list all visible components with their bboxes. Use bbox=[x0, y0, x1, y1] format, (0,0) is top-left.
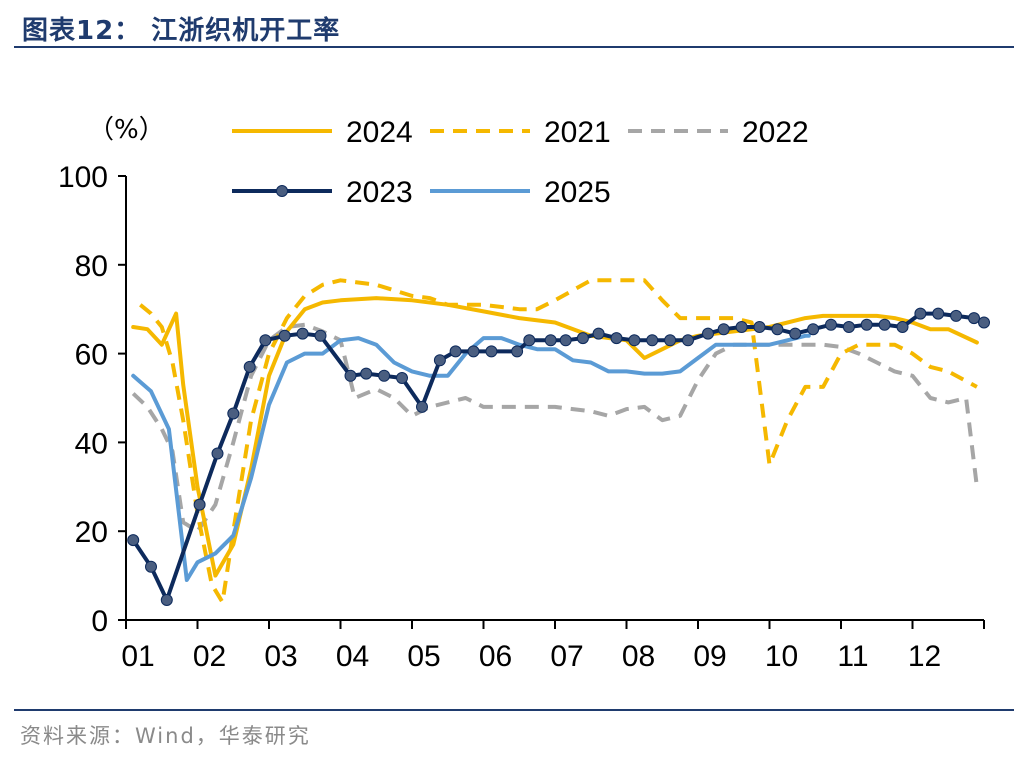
series-point-2023 bbox=[576, 332, 589, 345]
x-tick-label: 07 bbox=[550, 640, 583, 673]
series-point-2023 bbox=[896, 321, 909, 333]
y-tick-label: 40 bbox=[75, 427, 108, 460]
axes bbox=[118, 175, 985, 629]
series-point-2023 bbox=[160, 594, 173, 606]
series-point-2023 bbox=[807, 323, 820, 336]
series-point-2023 bbox=[628, 334, 641, 347]
y-tick-label: 0 bbox=[91, 605, 108, 638]
series-point-2023 bbox=[950, 309, 963, 322]
series-point-2023 bbox=[360, 367, 373, 380]
series-point-2023 bbox=[559, 334, 572, 347]
x-tick-label: 05 bbox=[407, 640, 440, 673]
series-point-2023 bbox=[544, 334, 557, 347]
source-note: 资料来源：Wind，华泰研究 bbox=[20, 724, 311, 748]
series-point-2023 bbox=[296, 327, 309, 340]
series-point-2023 bbox=[789, 327, 802, 340]
legend-label-2025: 2025 bbox=[544, 176, 611, 209]
series-point-2023 bbox=[702, 327, 714, 340]
x-tick-label: 04 bbox=[336, 640, 369, 673]
series-point-2023 bbox=[511, 345, 524, 358]
x-tick-label: 03 bbox=[264, 640, 297, 673]
series-point-2023 bbox=[682, 334, 694, 347]
series-point-2023 bbox=[771, 323, 784, 336]
series-point-2023 bbox=[467, 345, 480, 358]
series-point-2023 bbox=[145, 560, 157, 573]
x-tick-label: 11 bbox=[837, 640, 868, 673]
legend-label-2024: 2024 bbox=[346, 116, 413, 149]
legend-label-2022: 2022 bbox=[742, 116, 809, 149]
series-point-2023 bbox=[610, 332, 623, 345]
series-point-2023 bbox=[753, 321, 766, 333]
series-point-2023 bbox=[842, 321, 855, 333]
series-point-2023 bbox=[314, 329, 327, 342]
legend-marker-2023 bbox=[276, 185, 288, 197]
x-tick-label: 06 bbox=[479, 640, 512, 673]
x-tick-label: 01 bbox=[121, 640, 154, 673]
top-divider bbox=[14, 46, 1014, 48]
series-point-2023 bbox=[127, 534, 140, 547]
legend-label-2023: 2023 bbox=[346, 176, 413, 209]
series-point-2023 bbox=[717, 323, 730, 336]
series-point-2023 bbox=[259, 334, 272, 347]
y-tick-label: 80 bbox=[75, 250, 108, 283]
series-line-2024 bbox=[131, 296, 979, 578]
series-point-2023 bbox=[735, 321, 748, 333]
series-line-2021 bbox=[139, 278, 978, 605]
x-tick-label: 12 bbox=[908, 640, 941, 673]
series-point-2023 bbox=[433, 354, 446, 367]
legend: 2024 2021 2022 2023 2025 bbox=[232, 116, 809, 209]
figure-title: 图表12： 江浙织机开工率 bbox=[22, 16, 341, 46]
series-point-2023 bbox=[914, 307, 927, 320]
x-tick-label: 09 bbox=[693, 640, 726, 673]
y-tick-label: 100 bbox=[58, 161, 108, 194]
y-tick-labels: 0 20 40 60 80 100 bbox=[58, 161, 108, 638]
series-point-2023 bbox=[664, 334, 677, 347]
series-point-2023 bbox=[396, 372, 408, 384]
y-tick-label: 20 bbox=[75, 516, 108, 549]
series-point-2023 bbox=[523, 334, 536, 347]
series-point-2023 bbox=[344, 369, 357, 382]
series-point-2023 bbox=[592, 327, 605, 340]
series-point-2023 bbox=[449, 345, 462, 358]
series-point-2023 bbox=[968, 312, 980, 325]
bottom-divider bbox=[14, 709, 1014, 711]
series-point-2023 bbox=[978, 316, 990, 329]
y-unit-label: （%） bbox=[88, 115, 165, 145]
series-point-2023 bbox=[416, 400, 428, 413]
legend-label-2021: 2021 bbox=[544, 116, 611, 149]
series-point-2023 bbox=[485, 345, 498, 358]
series-point-2023 bbox=[193, 498, 206, 511]
x-tick-label: 02 bbox=[193, 640, 226, 673]
x-tick-label: 08 bbox=[622, 640, 655, 673]
series-point-2023 bbox=[932, 307, 945, 320]
series-point-2023 bbox=[227, 407, 240, 420]
x-tick-labels: 01 02 03 04 05 06 07 08 09 10 11 12 bbox=[121, 640, 941, 673]
series-point-2023 bbox=[211, 447, 224, 460]
x-tick-label: 10 bbox=[765, 640, 798, 673]
y-tick-label: 60 bbox=[75, 339, 108, 372]
series-point-2023 bbox=[243, 360, 256, 373]
series-point-2023 bbox=[825, 318, 837, 331]
series-point-2023 bbox=[878, 318, 891, 331]
series-point-2023 bbox=[378, 369, 391, 382]
series-point-2023 bbox=[278, 329, 291, 342]
series-layer bbox=[127, 278, 990, 606]
series-point-2023 bbox=[860, 318, 873, 331]
series-point-2023 bbox=[646, 334, 659, 347]
